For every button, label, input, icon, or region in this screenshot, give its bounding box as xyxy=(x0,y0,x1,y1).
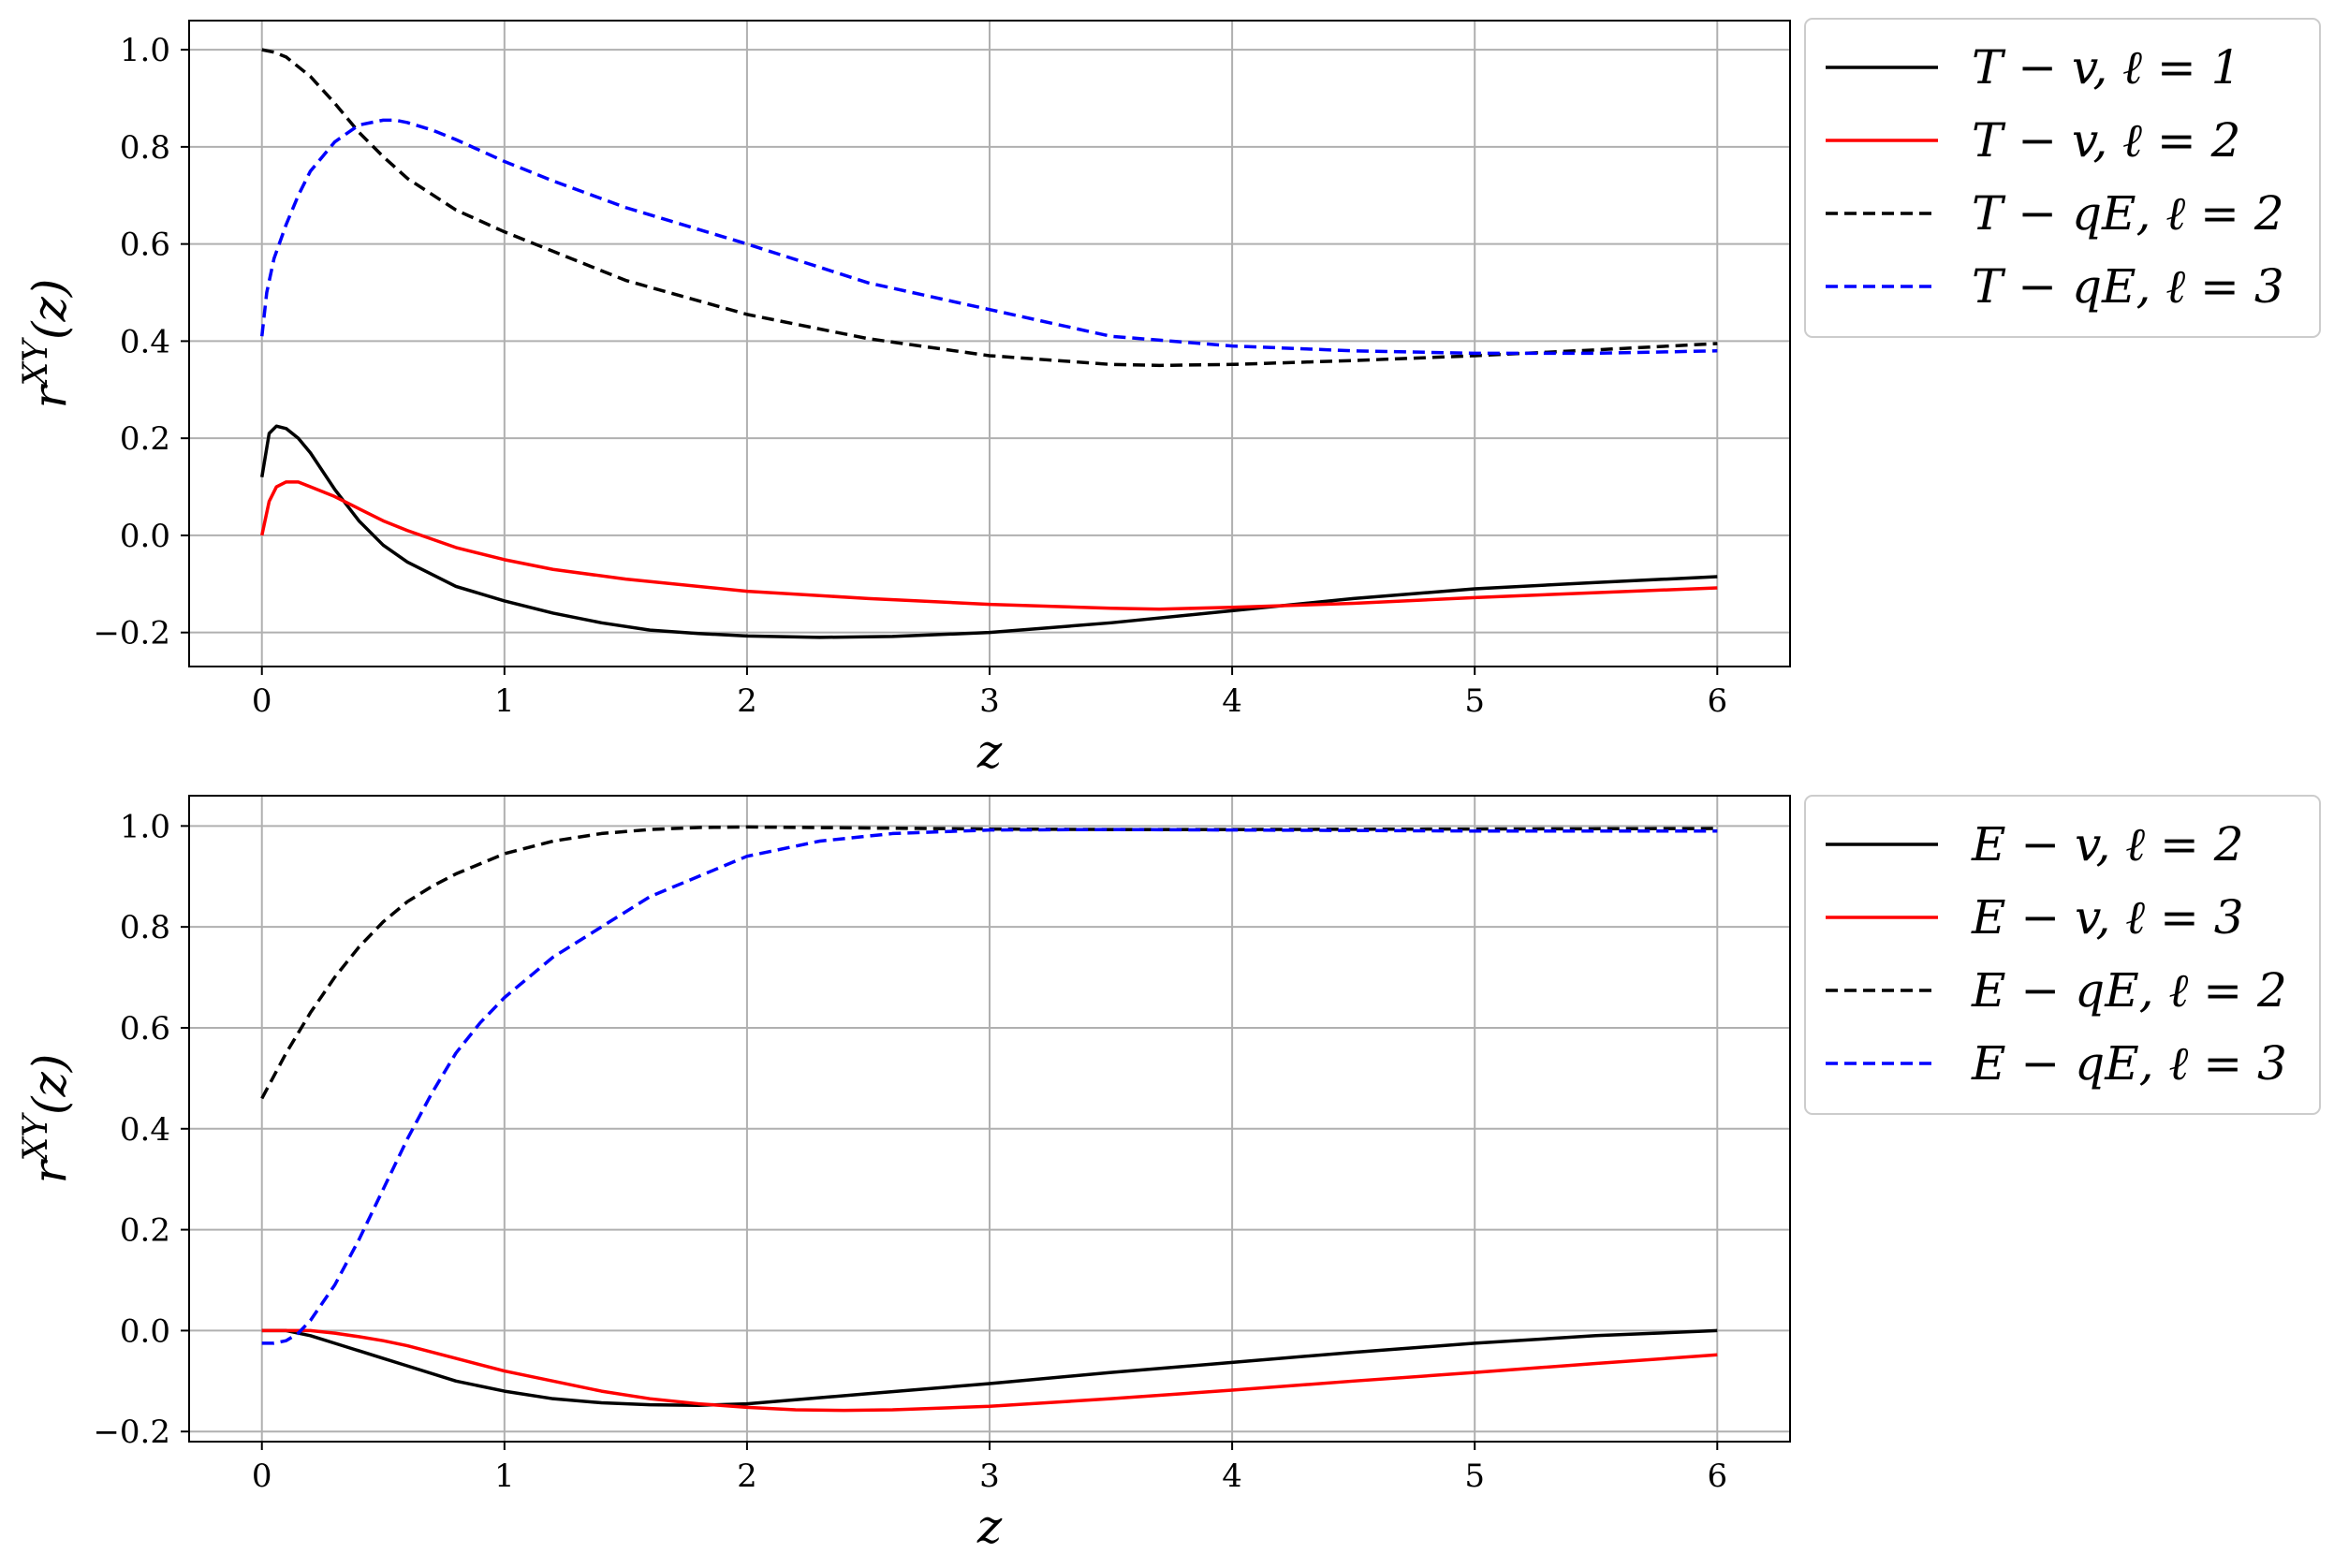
series-line-2 xyxy=(260,480,1718,611)
y-axis-label: rXY(z) xyxy=(17,1054,77,1184)
x-tick-label: 5 xyxy=(1464,682,1485,720)
y-tick-label: −0.2 xyxy=(93,615,170,652)
legend-frame xyxy=(1804,18,2321,338)
y-tick-label: 0.4 xyxy=(120,1111,170,1149)
x-axis-label: z xyxy=(976,1500,1003,1554)
y-tick-label: 1.0 xyxy=(120,32,170,69)
legend-label-2: E − v, ℓ = 3 xyxy=(1971,890,2244,945)
y-tick-label: 0.0 xyxy=(120,518,170,555)
x-tick-label: 5 xyxy=(1464,1458,1485,1495)
y-tick-label: 0.2 xyxy=(120,420,170,458)
series-line-3 xyxy=(261,48,1718,368)
y-tick-label: 0.6 xyxy=(120,1010,170,1048)
x-tick-label: 2 xyxy=(737,682,757,720)
legend-label-3: T − qE, ℓ = 2 xyxy=(1972,186,2284,241)
y-axis-label: rXY(z) xyxy=(17,279,77,409)
x-tick-label: 0 xyxy=(252,682,272,720)
y-tick-label: 0.0 xyxy=(120,1312,170,1350)
x-tick-label: 0 xyxy=(252,1458,272,1495)
y-tick-label: 0.8 xyxy=(120,909,170,946)
legend: E − v, ℓ = 2 E − v, ℓ = 3 E − qE, ℓ = 2 E −… xyxy=(1804,795,2321,1115)
x-tick-label: 2 xyxy=(737,1458,757,1495)
series-line-1 xyxy=(260,424,1718,639)
series-line-1 xyxy=(261,1328,1718,1407)
series-line-4 xyxy=(261,828,1718,1345)
x-tick-label: 3 xyxy=(979,1458,1000,1495)
legend: T − v, ℓ = 1 T − v, ℓ = 2 T − qE, ℓ = 2 T −… xyxy=(1804,18,2321,338)
legend-label-4: E − qE, ℓ = 3 xyxy=(1971,1036,2287,1091)
series-line-3 xyxy=(260,825,1718,1100)
legend-label-4: T − qE, ℓ = 3 xyxy=(1972,259,2284,314)
x-tick-label: 1 xyxy=(494,1458,515,1495)
x-axis-label: z xyxy=(976,725,1003,779)
x-tick-label: 1 xyxy=(494,682,515,720)
legend-label-2: T − v, ℓ = 2 xyxy=(1972,113,2240,168)
y-tick-label: −0.2 xyxy=(93,1414,170,1451)
y-tick-label: 0.6 xyxy=(120,227,170,264)
legend-label-1: T − v, ℓ = 1 xyxy=(1972,40,2240,95)
bottom-panel: 0 1 2 3 4 5 6 −0.2 0.0 0.2 0.4 0.6 0.8 1.0 z rXY(z) E − … xyxy=(17,795,2321,1554)
x-tick-label: 4 xyxy=(1222,682,1242,720)
series-line-2 xyxy=(261,1328,1718,1413)
y-tick-label: 1.0 xyxy=(120,808,170,845)
x-tick-label: 4 xyxy=(1222,1458,1242,1495)
legend-label-3: E − qE, ℓ = 2 xyxy=(1971,963,2287,1018)
y-tick-label: 0.4 xyxy=(120,323,170,360)
legend-label-1: E − v, ℓ = 2 xyxy=(1971,817,2244,872)
x-tick-label: 6 xyxy=(1707,682,1727,720)
top-panel: 0 1 2 3 4 5 6 −0.2 0.0 0.2 0.4 0.6 0.8 1.0 z rXY(z) T − … xyxy=(17,18,2321,779)
y-tick-label: 0.8 xyxy=(120,129,170,167)
y-tick-label: 0.2 xyxy=(120,1212,170,1250)
x-tick-label: 6 xyxy=(1707,1458,1727,1495)
series-line-4 xyxy=(259,118,1718,356)
legend-frame xyxy=(1804,795,2321,1115)
x-tick-label: 3 xyxy=(979,682,1000,720)
